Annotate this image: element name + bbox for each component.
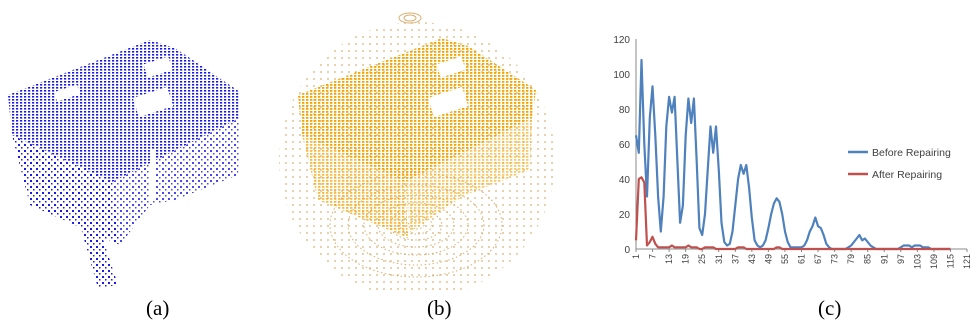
x-tick-label: 97 [896,254,906,264]
y-tick-label: 60 [619,140,631,151]
top-rings [398,12,422,24]
line-chart: 0 20 40 60 80 100 120 1 7 13 19 25 31 37 43 49 55 61 67 73… [613,35,971,269]
y-tick-label: 20 [619,210,631,221]
caption-b: (b) [427,296,452,320]
x-tick-label: 121 [962,254,971,269]
series-layer [634,58,951,251]
point-cloud-before-figure [8,40,240,288]
x-tick-label: 37 [730,254,740,264]
front-wall [302,135,408,238]
side-wall [405,118,532,232]
x-tick-label: 91 [879,254,889,264]
x-tick-label: 49 [763,254,773,264]
x-tick-label: 7 [648,254,658,259]
x-tick-label: 79 [846,254,856,264]
y-tick-label: 80 [619,105,631,116]
x-tick-label: 31 [714,254,724,264]
x-tick-label: 19 [681,254,691,264]
series-line-after-repairing [634,176,951,251]
x-tick-label: 85 [863,254,873,264]
roof-opening [54,84,80,102]
x-axis: 1 7 13 19 25 31 37 43 49 55 61 67 73 79 85 91 97 103 109 11… [631,248,971,269]
caption-c: (c) [818,296,842,320]
x-tick-label: 1 [631,254,641,259]
y-tick-label: 0 [624,245,630,256]
column-stripe [70,190,118,288]
x-tick-label: 55 [780,254,790,264]
x-tick-label: 13 [664,254,674,264]
roof-opening [143,56,173,78]
roof-opening [132,86,174,118]
y-tick-label: 40 [619,175,631,186]
x-tick-label: 25 [697,254,707,264]
x-tick-label: 115 [945,254,955,268]
x-tick-label: 61 [797,254,807,264]
point-cloud-after-figure [279,12,555,298]
x-tick-label: 73 [830,254,840,264]
point-cloud-before [0,0,250,290]
y-axis: 0 20 40 60 80 100 120 [613,35,637,256]
side-wall [112,118,240,245]
x-tick-label: 43 [747,254,757,264]
wall-gap [150,150,156,200]
legend-label: Before Repairing [872,147,951,159]
legend: Before Repairing After Repairing [848,147,951,181]
roof-opening [436,56,466,78]
legend-label: After Repairing [872,169,942,181]
roof-surface [8,40,240,182]
y-tick-label: 100 [613,70,630,81]
roof-surface [298,38,536,182]
caption-a: (a) [146,296,170,320]
x-tick-label: 109 [929,254,939,269]
point-cloud-after [270,0,570,298]
x-tick-label: 67 [813,254,823,264]
roof-opening [427,86,469,118]
x-tick-label: 103 [912,254,922,269]
repair-line-chart: 0 20 40 60 80 100 120 1 7 13 19 25 31 37 43 49 55 61 67 73… [600,25,971,285]
y-tick-label: 120 [613,35,630,46]
